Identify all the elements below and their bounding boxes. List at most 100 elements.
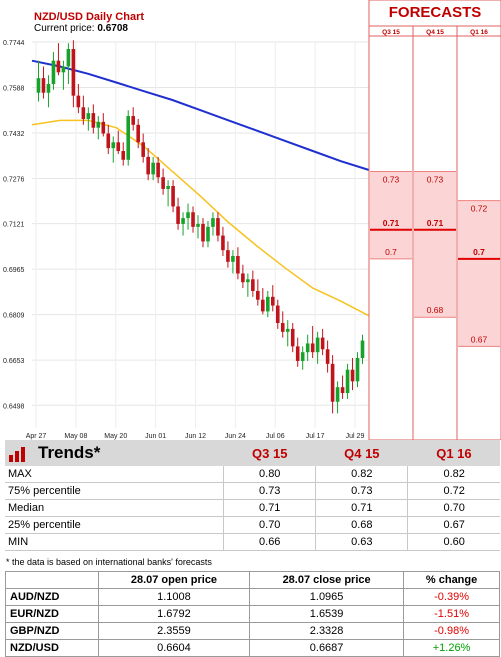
row-label: MAX <box>5 466 224 483</box>
candle-body <box>206 226 210 242</box>
cell: 0.80 <box>223 466 316 483</box>
candle-body <box>216 218 220 236</box>
cell: 0.73 <box>315 482 408 500</box>
chart-grid <box>32 41 369 428</box>
candle-body <box>81 107 86 119</box>
footnote: * the data is based on international ban… <box>6 557 212 567</box>
forecast-max-label: 0.72 <box>471 204 488 214</box>
pairs-header-row: 28.07 open price 28.07 close price % cha… <box>5 571 500 589</box>
cell: 0.70 <box>407 499 500 517</box>
y-tick-label: 0.7744 <box>3 40 25 47</box>
candle-body <box>221 235 225 251</box>
x-axis: Apr 27 May 08 May 20 Jun 01 Jun 12 Jun 24 Jul … <box>26 433 365 440</box>
forecast-band <box>414 171 456 318</box>
pair-name: GBP/NZD <box>5 622 99 640</box>
trends-table: Trends* Q3 15 Q4 15 Q1 16 MAX 0.80 0.82 … <box>5 440 500 551</box>
candle-body <box>325 349 330 364</box>
forecast-max-label: 0.73 <box>383 174 400 184</box>
candle-body <box>236 255 240 274</box>
candle-body <box>61 66 66 73</box>
candle-body <box>151 162 155 175</box>
open-price: 1.6792 <box>97 605 251 623</box>
forecast-band <box>458 200 500 347</box>
candle-body <box>300 352 305 361</box>
candle-body <box>290 328 295 347</box>
forecast-col-label: Q3 15 <box>382 29 400 36</box>
cell: 0.63 <box>315 533 408 551</box>
chart-title: NZD/USD Daily Chart <box>34 11 145 23</box>
candle-body <box>280 323 285 332</box>
candle-body <box>186 212 190 219</box>
trends-row-min: MIN 0.66 0.63 0.60 <box>5 533 500 551</box>
pct-change: +1.26% <box>403 639 500 657</box>
cell: 0.66 <box>223 533 316 551</box>
forecasts-title: FORECASTS <box>388 4 482 21</box>
candle-body <box>226 250 230 262</box>
forecast-col-label: Q1 16 <box>470 29 488 36</box>
y-axis: 0.7744 0.7588 0.7432 0.7276 0.7121 0.6965 0.68… <box>3 40 25 410</box>
candle-body <box>176 206 180 224</box>
row-label: 25% percentile <box>5 516 224 534</box>
y-tick-label: 0.7276 <box>3 176 25 183</box>
pct-change: -0.39% <box>403 588 500 606</box>
candle-body <box>86 113 91 119</box>
pct-change: -0.98% <box>403 622 500 640</box>
candle-body <box>46 83 51 93</box>
forecast-col-label: Q4 15 <box>426 29 444 36</box>
candle-body <box>270 296 275 306</box>
candle-body <box>231 255 235 262</box>
candle-body <box>261 299 265 312</box>
candle-body <box>211 218 215 227</box>
y-tick-label: 0.6965 <box>3 267 25 274</box>
candle-body <box>191 212 195 227</box>
x-tick-label: Apr 27 <box>26 433 47 440</box>
forecast-min-label: 0.7 <box>385 247 397 257</box>
current-price-value: 0.6708 <box>97 23 128 34</box>
candle-body <box>116 142 121 152</box>
x-tick-label: Jul 06 <box>266 433 285 440</box>
y-tick-label: 0.6498 <box>3 403 25 410</box>
cell: 0.71 <box>223 499 316 517</box>
forecast-median-label: 0.7 <box>473 247 485 257</box>
candle-body <box>121 151 126 160</box>
candle-body <box>126 116 131 160</box>
trends-title-cell: Trends* <box>5 440 224 466</box>
trends-col-q1: Q1 16 <box>407 440 500 466</box>
cell: 0.68 <box>315 516 408 534</box>
forecast-median-label: 0.71 <box>383 218 400 228</box>
candle-body <box>66 48 71 67</box>
candle-body <box>345 369 350 394</box>
candle-body <box>141 142 145 157</box>
current-price-label: Current price: <box>34 23 95 34</box>
x-tick-label: Jun 12 <box>185 433 206 440</box>
x-tick-label: Jun 01 <box>145 433 166 440</box>
pct-change: -1.51% <box>403 605 500 623</box>
cell: 0.71 <box>315 499 408 517</box>
x-tick-label: May 08 <box>64 433 87 440</box>
y-tick-label: 0.7121 <box>3 222 25 229</box>
cell: 0.82 <box>407 466 500 483</box>
pairs-row: AUD/NZD 1.1008 1.0965 -0.39% <box>5 588 500 606</box>
forecast-min-label: 0.67 <box>471 334 488 344</box>
candle-body <box>201 223 205 242</box>
trends-row-max: MAX 0.80 0.82 0.82 <box>5 466 500 483</box>
pairs-col-open: 28.07 open price <box>97 571 251 589</box>
row-label: MIN <box>5 533 224 551</box>
bar-chart-icon <box>9 446 25 462</box>
candle-body <box>295 346 300 361</box>
trends-header-row: Trends* Q3 15 Q4 15 Q1 16 <box>5 440 500 466</box>
candle-body <box>71 48 76 96</box>
candle-body <box>91 113 96 128</box>
candle-body <box>256 290 260 300</box>
candle-body <box>340 387 345 394</box>
candle-body <box>241 273 245 283</box>
y-tick-label: 0.6653 <box>3 358 25 365</box>
candle-body <box>111 142 116 149</box>
pair-name: NZD/USD <box>5 639 99 657</box>
candle-body <box>161 177 165 189</box>
open-price: 2.3559 <box>97 622 251 640</box>
y-tick-label: 0.6809 <box>3 313 25 320</box>
trends-row-median: Median 0.71 0.71 0.70 <box>5 499 500 517</box>
candle-body <box>246 279 250 283</box>
x-tick-label: Jun 24 <box>225 433 246 440</box>
